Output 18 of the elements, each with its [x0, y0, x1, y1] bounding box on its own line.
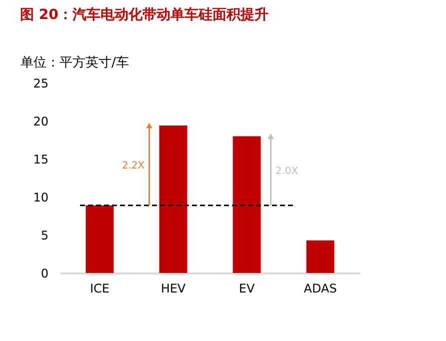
bar	[159, 126, 188, 273]
annotation: 2.0X	[275, 166, 298, 177]
bar	[306, 240, 334, 273]
chart-title: 图 20：汽车电动化带动单车硅面积提升	[20, 6, 268, 23]
y-tick-label: 5	[40, 228, 48, 242]
annotation: 2.2X	[122, 160, 145, 172]
x-tick-label: EV	[238, 282, 256, 296]
x-tick-label: ICE	[90, 282, 110, 296]
bar	[232, 136, 261, 273]
x-tick-label: ADAS	[304, 282, 337, 296]
y-tick-label: 25	[33, 76, 48, 90]
y-tick-label: 20	[33, 114, 48, 128]
y-tick-label: 0	[40, 266, 48, 280]
bar	[86, 205, 114, 273]
y-tick-label: 10	[33, 190, 48, 204]
x-tick-label: HEV	[160, 282, 186, 296]
y-axis-title: 单位：平方英寸/车	[20, 54, 129, 70]
y-tick-label: 15	[33, 152, 48, 166]
